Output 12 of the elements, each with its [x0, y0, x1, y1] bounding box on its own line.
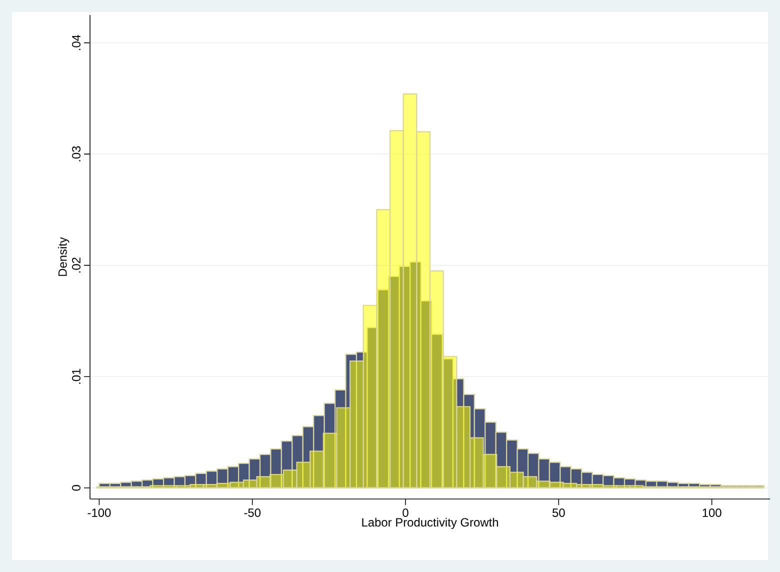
y-tick-label: .04 [72, 34, 80, 50]
y-tick-label: 0 [72, 484, 80, 491]
y-tick-label: .01 [72, 368, 80, 384]
y-tick-label: .02 [72, 258, 80, 273]
x-tick-label: 50 [552, 508, 565, 517]
x-tick-label: -50 [244, 508, 261, 517]
x-axis-title: Labor Productivity Growth [362, 518, 498, 529]
x-tick-label: 100 [702, 508, 722, 517]
x-tick-label: -100 [88, 508, 111, 517]
y-axis-title: Density [58, 237, 70, 276]
y-tick-label: .03 [72, 146, 80, 162]
x-tick-label: 0 [402, 508, 408, 517]
